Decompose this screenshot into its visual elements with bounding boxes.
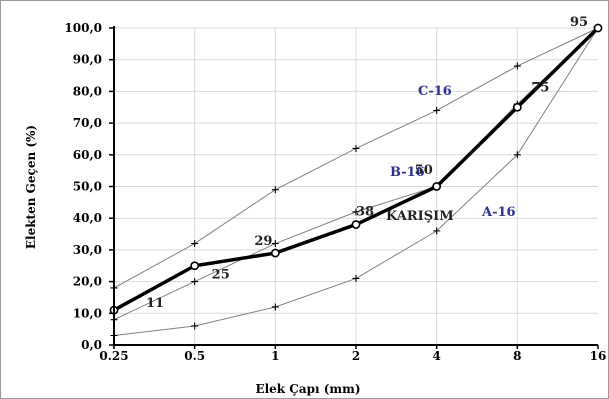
x-tick-label: 1 [271, 349, 279, 363]
data-label: 95 [570, 15, 588, 30]
series-point-a-16 [271, 303, 279, 311]
series-label: KARIŞIM [386, 209, 454, 224]
y-tick-label: 0,0 [81, 338, 102, 352]
series-point-a-16 [433, 227, 441, 235]
data-label: 75 [531, 80, 549, 95]
x-tick-label: 8 [513, 349, 521, 363]
karisim-point [512, 102, 522, 112]
y-tick-label: 70,0 [73, 116, 102, 130]
karisim-point [593, 23, 603, 33]
data-label: 50 [415, 163, 433, 178]
data-label: 11 [146, 296, 164, 311]
karisim-point [432, 182, 442, 191]
y-tick-label: 60,0 [73, 148, 102, 162]
y-tick-label: 90,0 [73, 53, 102, 67]
series-point-c-16 [513, 62, 521, 70]
series-point-b-16 [352, 208, 360, 216]
x-axis-title: Elek Çapı (mm) [255, 382, 360, 396]
karisim-point [190, 261, 200, 271]
series-label: C-16 [418, 84, 452, 99]
x-tick-label: 0.5 [184, 349, 205, 363]
series-label: B-16 [390, 165, 425, 180]
series-label: A-16 [481, 205, 516, 220]
series-point-c-16 [271, 186, 279, 194]
tick-labels: 0,0 10,0 20,0 30,0 40,0 50,0 60,0 70,0 80,0 90,0 1… [64, 21, 606, 363]
x-tick-label: 2 [352, 349, 360, 363]
y-tick-label: 30,0 [73, 243, 102, 257]
x-tick-label: 4 [432, 349, 440, 363]
grid [114, 27, 598, 345]
series-point-c-16 [352, 144, 360, 152]
series-point-b-16 [271, 240, 279, 248]
data-label: 38 [356, 205, 374, 220]
y-tick-label: 100,0 [64, 21, 102, 35]
y-tick-label: 80,0 [73, 84, 102, 98]
x-tick-label: 0.25 [99, 349, 128, 363]
series-point-c-16 [191, 240, 199, 248]
y-tick-label: 10,0 [73, 306, 102, 320]
series-point-c-16 [433, 106, 441, 114]
series-point-a-16 [513, 151, 521, 159]
data-label: 25 [212, 267, 230, 282]
series-markers [109, 23, 603, 339]
series-point-a-16 [352, 274, 360, 282]
series-point-b-16 [191, 278, 199, 286]
annotations: C-16 B-16 A-16 KARIŞIM 11 25 29 38 50 75 95 [146, 15, 588, 311]
karisim-point [270, 248, 280, 258]
y-tick-label: 20,0 [73, 275, 102, 289]
x-tick-label: 16 [590, 349, 607, 363]
series-point-a-16 [191, 322, 199, 330]
y-axis-title: Elekten Geçen (%) [24, 125, 38, 249]
y-tick-label: 40,0 [73, 211, 102, 225]
data-label: 29 [254, 234, 272, 249]
karisim-point [351, 220, 361, 229]
y-tick-label: 50,0 [73, 180, 102, 194]
axes [109, 26, 599, 349]
